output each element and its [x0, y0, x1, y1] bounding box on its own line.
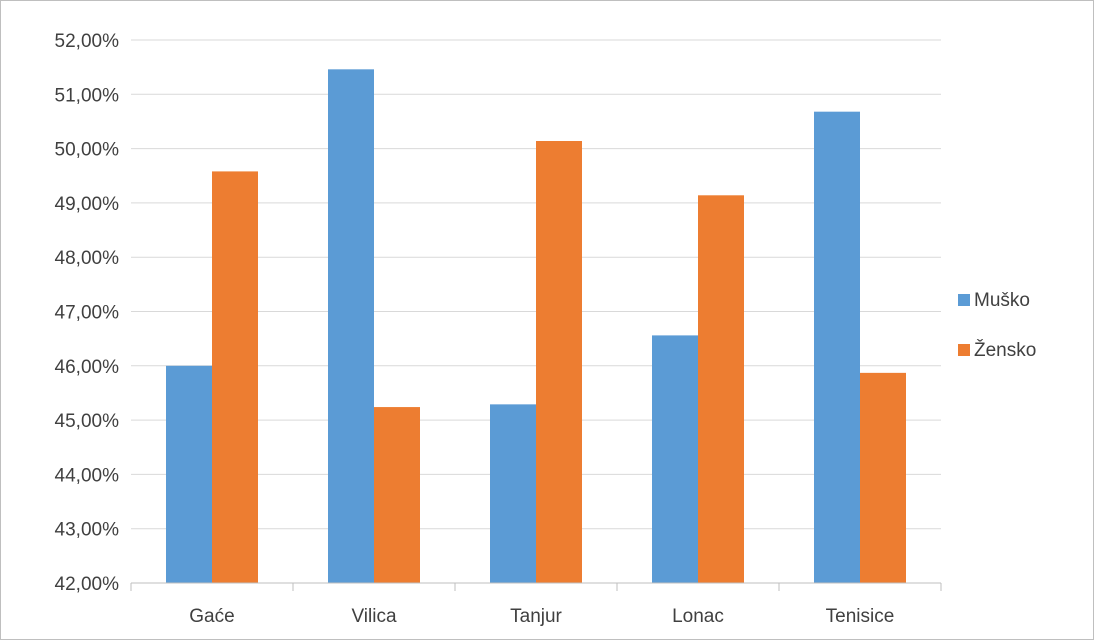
y-axis-ticks: 42,00% 43,00% 44,00% 45,00% 46,00% 47,00% 48,0… [55, 31, 120, 595]
x-tick-label: Tenisice [826, 606, 895, 627]
y-tick-label: 42,00% [55, 574, 120, 595]
y-tick-label: 50,00% [55, 140, 120, 161]
legend-label: Muško [974, 290, 1030, 311]
x-tick-label: Lonac [672, 606, 724, 627]
x-axis [130, 582, 942, 591]
x-tick-label: Gaće [189, 606, 234, 627]
y-tick-label: 46,00% [55, 357, 120, 378]
legend-swatch [958, 344, 970, 356]
bar-muško [814, 111, 860, 584]
y-tick-label: 43,00% [55, 520, 120, 541]
x-axis-ticks: Gaće Vilica Tanjur Lonac Tenisice [189, 606, 894, 627]
y-tick-label: 49,00% [55, 194, 120, 215]
x-tick-label: Vilica [351, 606, 396, 627]
bars [166, 69, 906, 584]
x-tick-label: Tanjur [510, 606, 562, 627]
legend-swatch [958, 294, 970, 306]
bar-muško [490, 404, 536, 583]
bar-žensko [536, 140, 582, 584]
y-tick-label: 44,00% [55, 465, 120, 486]
y-tick-label: 51,00% [55, 85, 120, 106]
y-tick-label: 47,00% [55, 303, 120, 324]
bar-žensko [698, 195, 744, 583]
y-tick-label: 52,00% [55, 31, 120, 52]
bar-muško [166, 365, 212, 583]
bar-žensko [860, 372, 906, 583]
legend: Muško Žensko [958, 290, 1036, 361]
y-tick-label: 45,00% [55, 411, 120, 432]
bar-žensko [212, 171, 258, 583]
bar-muško [652, 335, 698, 583]
bar-muško [328, 69, 374, 583]
y-tick-label: 48,00% [55, 248, 120, 269]
bar-žensko [374, 407, 420, 583]
legend-label: Žensko [974, 339, 1036, 361]
